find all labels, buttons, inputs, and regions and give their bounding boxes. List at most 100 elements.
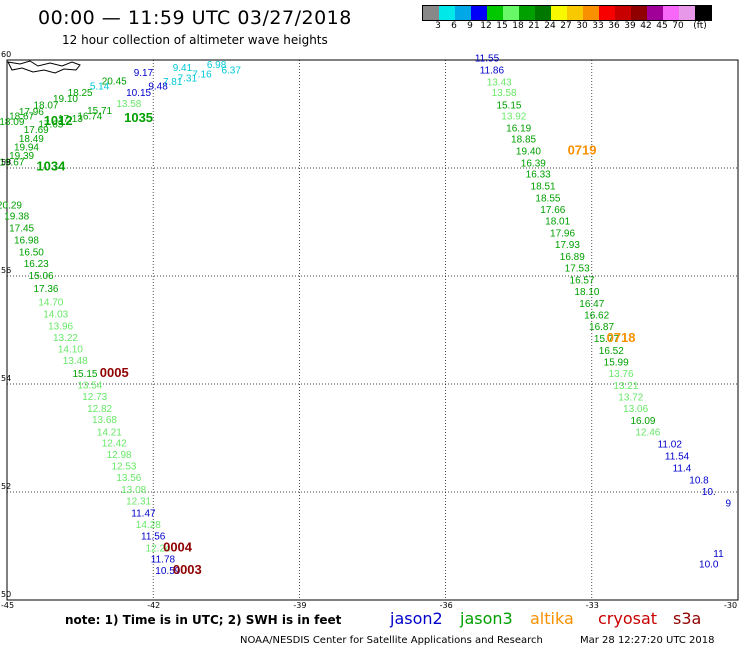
wave-height-value: 19.10: [53, 94, 78, 105]
wave-height-value: 18.51: [531, 182, 556, 193]
wave-height-value: 13.68: [92, 415, 117, 426]
wave-height-value: 18.09: [0, 117, 25, 128]
latitude-tick-label: 54: [1, 374, 12, 383]
wave-height-value: 19.39: [9, 151, 34, 162]
wave-height-value: 10.8: [689, 475, 709, 486]
wave-height-value: 13.92: [501, 111, 526, 122]
color-swatch: [455, 6, 471, 20]
wave-height-value: 15.99: [604, 358, 629, 369]
color-scale-label: 30: [576, 21, 588, 31]
wave-height-value: 12.53: [111, 461, 136, 472]
wave-height-value: 18.49: [19, 134, 44, 145]
color-scale-label: 42: [640, 21, 652, 31]
color-swatch: [551, 6, 567, 20]
color-scale-label: 9: [467, 21, 473, 31]
legend-item-jason2: jason2: [390, 609, 443, 628]
wave-height-value: 17.65: [38, 120, 63, 131]
wave-height-value: 19.94: [14, 143, 39, 154]
wave-height-value: 16.50: [19, 247, 44, 258]
wave-height-value: 13.58: [116, 99, 141, 110]
color-scale-label: 15: [496, 21, 508, 31]
wave-height-value: 13.96: [48, 321, 73, 332]
color-swatch: [503, 6, 519, 20]
wave-height-value: 16.52: [599, 346, 624, 357]
color-scale-labels: 3 6 9 12 15 18 21 24 27 30 33 36 39 42 45 70 (ft): [422, 21, 740, 35]
color-scale-label: 24: [544, 21, 556, 31]
wave-height-value: 5.14: [90, 82, 110, 93]
longitude-tick-label: -42: [147, 601, 161, 610]
color-swatch: [647, 6, 663, 20]
wave-height-value: 12.82: [87, 404, 112, 415]
wave-height-value: 16.39: [521, 158, 546, 169]
wave-height-value: 19.67: [0, 157, 25, 168]
wave-height-value: 13.48: [63, 356, 88, 367]
wave-height-value: 14.03: [43, 310, 68, 321]
wave-height-value: 16.33: [526, 170, 551, 181]
color-swatch: [519, 6, 535, 20]
wave-height-value: 14.70: [38, 298, 63, 309]
wave-height-value: 15.77: [594, 334, 619, 345]
pass-time-label: 0718: [607, 330, 636, 345]
wave-height-value: 11.86: [480, 66, 505, 77]
wave-height-value: 9: [725, 499, 731, 510]
pass-time-label: 1035: [124, 110, 153, 125]
wave-height-value: 18.55: [535, 193, 560, 204]
wave-height-value: 13.72: [618, 393, 643, 404]
wave-height-value: 18.10: [574, 287, 599, 298]
wave-height-value: 12.46: [635, 427, 660, 438]
wave-height-value: 16.23: [24, 259, 49, 270]
wave-height-value: 17.96: [19, 107, 44, 118]
pass-time-label: 1012: [44, 113, 73, 128]
wave-height-value: 12.31: [126, 496, 151, 507]
color-scale-bar: [422, 5, 712, 21]
pass-time-label: 0719: [568, 143, 597, 158]
wave-height-value: 16.98: [14, 236, 39, 247]
wave-height-value: 13.43: [487, 77, 512, 88]
wave-height-value: 17.93: [555, 240, 580, 251]
wave-height-value: 10.0: [699, 560, 719, 571]
credit-text: NOAA/NESDIS Center for Satellite Applica…: [240, 635, 543, 646]
wave-height-value: 17.96: [550, 229, 575, 240]
wave-height-value: 16.47: [579, 299, 604, 310]
pass-time-label: 0004: [163, 539, 193, 554]
wave-height-value: 11.55: [475, 54, 500, 65]
color-scale-label: 21: [528, 21, 540, 31]
wave-height-value: 15.15: [496, 101, 521, 112]
footer-note: note: 1) Time is in UTC; 2) SWH is in fe…: [65, 613, 342, 627]
wave-height-value: 9.41: [173, 63, 193, 74]
wave-height-value: 16.89: [560, 252, 585, 263]
wave-height-value: 13.56: [116, 473, 141, 484]
wave-height-value: 13.08: [121, 485, 146, 496]
wave-height-value: 16.57: [570, 276, 595, 287]
wave-height-value: 11.4: [673, 463, 692, 474]
wave-height-value: 9.17: [134, 68, 154, 79]
wave-height-value: 13.06: [623, 404, 648, 415]
wave-height-value: 13.21: [613, 381, 638, 392]
legend-item-cryosat: cryosat: [598, 609, 658, 628]
wave-height-value: 17.66: [540, 205, 565, 216]
color-scale-label: 18: [512, 21, 524, 31]
wave-height-value: 18.85: [511, 135, 536, 146]
wave-height-value: 13.76: [609, 369, 634, 380]
wave-height-value: 10.15: [126, 88, 151, 99]
wave-height-value: 15.15: [72, 369, 97, 380]
wave-height-value: 20.45: [102, 76, 127, 87]
wave-height-value: 18.25: [68, 88, 93, 99]
page-subtitle: 12 hour collection of altimeter wave hei…: [62, 33, 328, 47]
color-swatch: [471, 6, 487, 20]
wave-height-value: 11: [713, 549, 724, 560]
wave-height-value: 17.69: [24, 125, 49, 136]
wave-height-value: 16.62: [584, 311, 609, 322]
wave-height-value: 14.28: [136, 520, 161, 531]
wave-height-value: 15.71: [87, 106, 112, 117]
color-swatch: [567, 6, 583, 20]
wave-height-value: 13.58: [492, 88, 517, 99]
wave-height-value: 14.21: [97, 427, 122, 438]
wave-height-value: 7.31: [178, 74, 198, 85]
latitude-tick-label: 50: [1, 590, 12, 599]
longitude-tick-label: -39: [293, 601, 307, 610]
longitude-tick-label: -45: [1, 601, 15, 610]
wave-height-value: 13.54: [77, 380, 102, 391]
color-swatch: [663, 6, 679, 20]
